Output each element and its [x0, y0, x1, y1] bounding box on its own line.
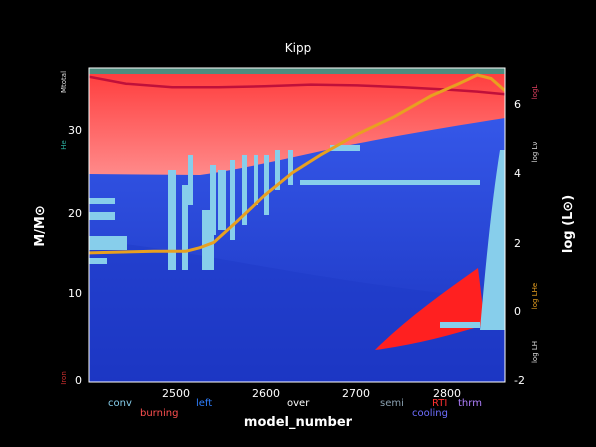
y-right-tick-label: 0	[514, 305, 521, 318]
y-right-tick-label: 4	[514, 167, 521, 180]
legend-item: conv	[108, 398, 132, 409]
mtotal-axis-label: Mtotal	[60, 71, 68, 93]
y-left-tick-label: 10	[68, 287, 82, 300]
x-tick-label: 2600	[252, 387, 280, 400]
left-side-labels: Mtotal He Iron	[60, 71, 68, 385]
chart-title: Kipp	[285, 41, 311, 55]
plot-area	[89, 68, 505, 382]
legend-item: left	[196, 398, 212, 409]
rti-region	[375, 268, 485, 350]
x-axis-label: model_number	[244, 415, 353, 430]
legend-item: over	[287, 398, 310, 409]
legend-item: cooling	[412, 408, 448, 419]
y-right-tick-label: 2	[514, 237, 521, 250]
luminosity-line	[89, 73, 505, 255]
right-side-labels: logL log Lν log LHe log LH	[531, 85, 539, 363]
y-right-axis-label: log (L⊙)	[561, 195, 576, 253]
legend-item: RTI	[432, 398, 447, 409]
total-mass-line	[89, 75, 505, 96]
logl-axis-label: logL	[531, 85, 539, 100]
top-boundary-strip	[89, 68, 505, 74]
envelope-region	[89, 68, 505, 175]
legend-item: thrm	[458, 398, 482, 409]
y-left-tick-label: 0	[75, 374, 82, 387]
legend-item: burning	[140, 408, 178, 419]
y-right-tick-label: 6	[514, 98, 521, 111]
convection-patches	[89, 145, 480, 328]
x-tick-labels: 2500 2600 2700 2800	[162, 387, 461, 400]
loglhe-axis-label: log LHe	[531, 283, 539, 309]
y-left-tick-label: 30	[68, 124, 82, 137]
y-left-axis-label: M/M⊙	[33, 205, 48, 247]
he-axis-label: He	[60, 140, 68, 150]
iron-axis-label: Iron	[60, 371, 68, 385]
loglh-axis-label: log LH	[531, 341, 539, 363]
lighter-interior-band	[89, 240, 505, 382]
y-left-tick-label: 20	[68, 207, 82, 220]
convective-zone-right	[480, 150, 505, 330]
legend-item: semi	[380, 398, 404, 409]
x-tick-label: 2800	[433, 387, 461, 400]
y-right-tick-label: -2	[514, 374, 525, 387]
x-tick-label: 2700	[342, 387, 370, 400]
plot-frame	[88, 67, 506, 383]
x-tick-label: 2500	[162, 387, 190, 400]
y-right-tick-labels: -2 0 2 4 6	[514, 98, 525, 387]
lognu-axis-label: log Lν	[531, 142, 539, 163]
legend: conv burning left over semi RTI cooling …	[108, 398, 482, 419]
y-left-tick-labels: 0 10 20 30	[68, 124, 82, 387]
